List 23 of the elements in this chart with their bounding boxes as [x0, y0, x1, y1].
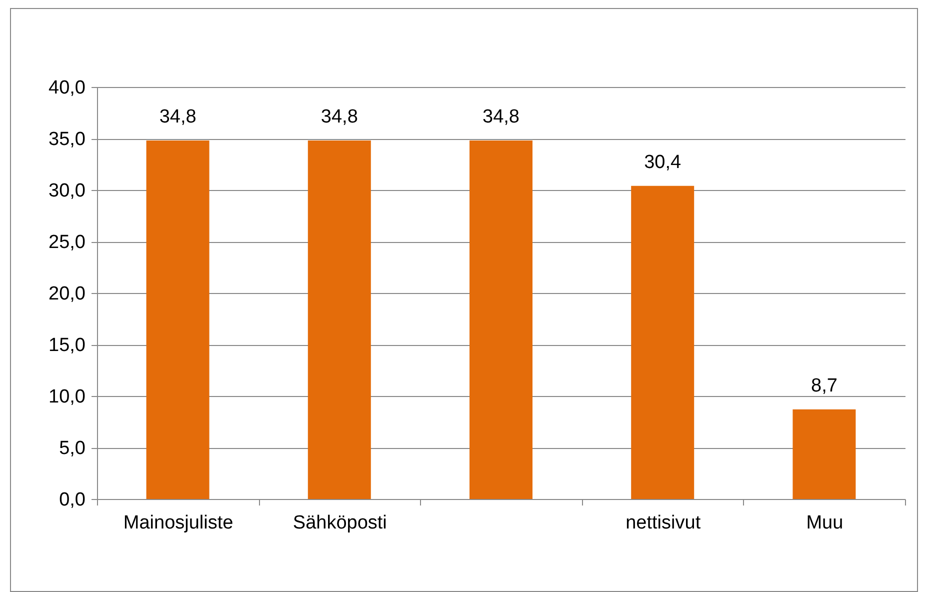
- y-tick-label: 10,0: [48, 386, 86, 408]
- x-tick-label: Mainosjuliste: [123, 512, 234, 534]
- bar: [792, 409, 856, 499]
- data-label: 30,4: [644, 152, 682, 173]
- y-tick-label: 20,0: [48, 284, 86, 304]
- y-tick-label: 25,0: [48, 232, 86, 253]
- data-label: 34,8: [159, 106, 196, 128]
- y-tick-label: 35,0: [48, 129, 86, 150]
- y-tick-label: 30,0: [48, 180, 86, 202]
- y-tick-label: 15,0: [48, 335, 86, 356]
- y-tick-label: 40,0: [48, 78, 86, 98]
- data-label: 34,8: [320, 106, 358, 128]
- data-label: 34,8: [482, 106, 520, 128]
- bar: [146, 140, 210, 499]
- x-tick-label: nettisivut: [626, 512, 702, 534]
- x-tick-label: Sähköposti: [292, 512, 387, 534]
- bar: [631, 186, 694, 499]
- y-tick-label: 0,0: [59, 490, 86, 510]
- bar: [308, 140, 371, 499]
- bar: [470, 140, 532, 499]
- data-label: 8,7: [810, 375, 838, 396]
- x-tick-label: Muu: [806, 512, 844, 534]
- y-tick-label: 5,0: [59, 438, 86, 459]
